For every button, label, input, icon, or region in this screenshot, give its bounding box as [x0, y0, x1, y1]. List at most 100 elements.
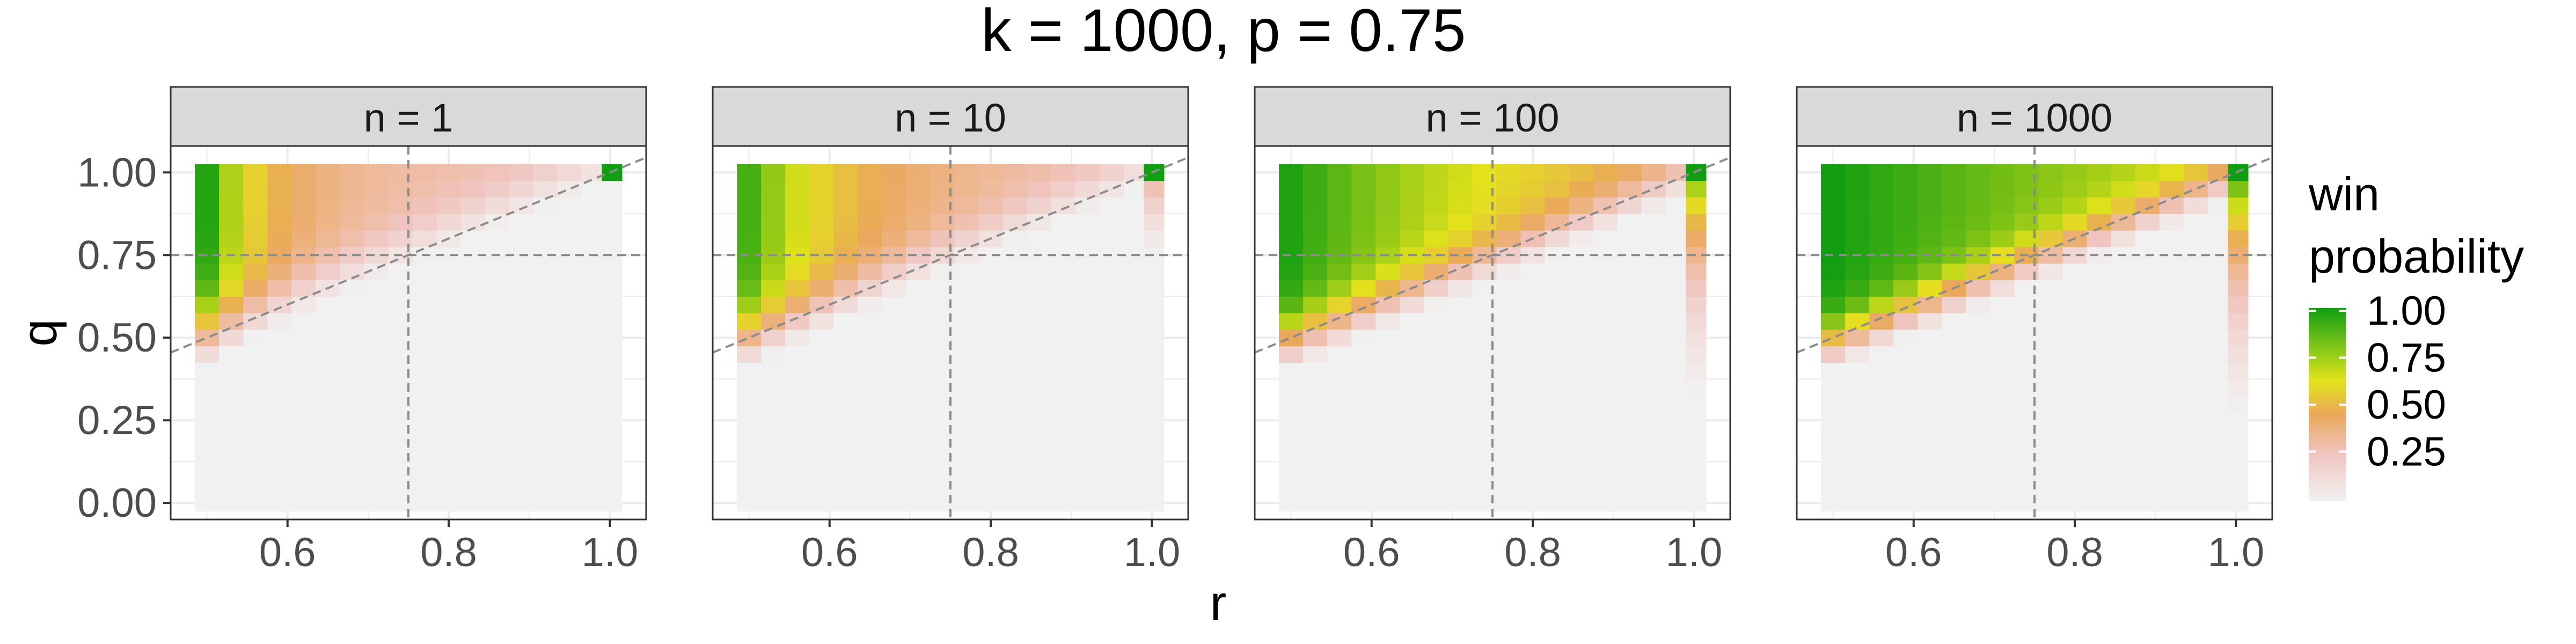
- heatmap-cell: [412, 180, 437, 198]
- heatmap-cell: [291, 329, 316, 347]
- heatmap-cell: [533, 313, 558, 330]
- heatmap-cell: [833, 214, 858, 231]
- heatmap-cell: [1351, 197, 1376, 214]
- heatmap-cell: [954, 214, 979, 231]
- heatmap-cell: [882, 346, 907, 363]
- heatmap-cell: [2207, 230, 2229, 247]
- heatmap-cell: [1990, 445, 2015, 462]
- heatmap-cell: [581, 296, 603, 313]
- heatmap-cell: [1966, 445, 1991, 462]
- heatmap-cell: [602, 329, 623, 347]
- heatmap-cell: [2135, 296, 2160, 313]
- heatmap-cell: [1303, 313, 1328, 330]
- heatmap-cell: [737, 230, 762, 247]
- heatmap-cell: [833, 313, 858, 330]
- heatmap-cell: [1051, 329, 1076, 347]
- heatmap-cell: [533, 362, 558, 379]
- facet-panel: n = 1000 0.6 0.8 1.0: [1796, 86, 2273, 575]
- legend-title-line-2: probability: [2309, 230, 2524, 283]
- heatmap-cell: [1375, 197, 1400, 214]
- heatmap-cell: [1123, 494, 1145, 512]
- heatmap-cell: [1520, 379, 1546, 396]
- heatmap-cell: [882, 296, 907, 313]
- heatmap-cell: [2087, 313, 2112, 330]
- heatmap-cell: [1942, 445, 1966, 462]
- heatmap-cell: [1641, 478, 1666, 495]
- heatmap-cell: [1966, 164, 1991, 181]
- heatmap-cell: [2135, 230, 2160, 247]
- heatmap-cell: [412, 494, 437, 512]
- heatmap-cell: [1545, 494, 1570, 512]
- heatmap-cell: [2111, 280, 2136, 297]
- heatmap-cell: [1545, 462, 1570, 479]
- heatmap-cell: [509, 329, 534, 347]
- heatmap-cell: [1123, 346, 1145, 363]
- heatmap-cell: [557, 428, 582, 446]
- heatmap-cell: [906, 445, 931, 462]
- heatmap-cell: [1123, 462, 1145, 479]
- heatmap-cell: [1448, 396, 1473, 413]
- heatmap-cell: [460, 263, 486, 281]
- heatmap-cell: [2087, 180, 2112, 198]
- heatmap-cell: [1303, 412, 1328, 429]
- heatmap-cell: [533, 379, 558, 396]
- heatmap-cell: [557, 445, 582, 462]
- heatmap-cell: [1279, 329, 1304, 347]
- heatmap-cell: [1617, 180, 1642, 198]
- heatmap-cell: [485, 478, 510, 495]
- heatmap-cell: [1051, 478, 1076, 495]
- heatmap-cell: [1424, 280, 1449, 297]
- heatmap-cell: [737, 478, 762, 495]
- heatmap-cell: [581, 428, 603, 446]
- heatmap-cell: [1144, 296, 1165, 313]
- heatmap-cell: [509, 230, 534, 247]
- heatmap-cell: [1641, 313, 1666, 330]
- heatmap-cell: [1569, 197, 1594, 214]
- heatmap-cell: [882, 164, 907, 181]
- heatmap-cell: [1002, 197, 1028, 214]
- heatmap-cell: [2207, 379, 2229, 396]
- heatmap-cell: [761, 164, 786, 181]
- x-tick-label: 1.0: [2208, 530, 2265, 575]
- heatmap-cell: [1545, 412, 1570, 429]
- heatmap-cell: [1942, 197, 1966, 214]
- heatmap-cell: [243, 197, 268, 214]
- heatmap-cell: [1123, 214, 1145, 231]
- heatmap-cell: [1845, 412, 1870, 429]
- heatmap-cell: [509, 462, 534, 479]
- heatmap-cell: [1520, 346, 1546, 363]
- heatmap-cell: [2159, 263, 2184, 281]
- heatmap-cell: [2038, 379, 2063, 396]
- heatmap-cell: [1051, 180, 1076, 198]
- heatmap-cell: [1869, 197, 1894, 214]
- heatmap-cell: [1027, 346, 1052, 363]
- heatmap-cell: [219, 214, 244, 231]
- heatmap-cell: [1869, 296, 1894, 313]
- heatmap-cell: [2062, 197, 2088, 214]
- heatmap-cell: [2111, 230, 2136, 247]
- heatmap-cell: [954, 346, 979, 363]
- heatmap-cell: [1869, 230, 1894, 247]
- heatmap-cell: [291, 214, 316, 231]
- heatmap-cell: [1375, 428, 1400, 446]
- heatmap-cell: [1351, 478, 1376, 495]
- heatmap-cell: [954, 313, 979, 330]
- heatmap-cell: [1545, 445, 1570, 462]
- heatmap-cell: [785, 362, 810, 379]
- heatmap-cell: [219, 478, 244, 495]
- heatmap-cell: [1496, 263, 1521, 281]
- heatmap-cell: [412, 313, 437, 330]
- heatmap-cell: [906, 379, 931, 396]
- heatmap-cell: [737, 445, 762, 462]
- heatmap-cell: [2183, 214, 2208, 231]
- heatmap-cell: [2159, 445, 2184, 462]
- heatmap-cell: [581, 478, 603, 495]
- heatmap-cell: [291, 197, 316, 214]
- heatmap-cell: [1424, 230, 1449, 247]
- heatmap-cell: [1520, 263, 1546, 281]
- heatmap-cell: [1686, 296, 1707, 313]
- heatmap-cell: [2062, 296, 2088, 313]
- heatmap-cell: [509, 362, 534, 379]
- heatmap-cell: [1027, 478, 1052, 495]
- heatmap-cell: [1027, 280, 1052, 297]
